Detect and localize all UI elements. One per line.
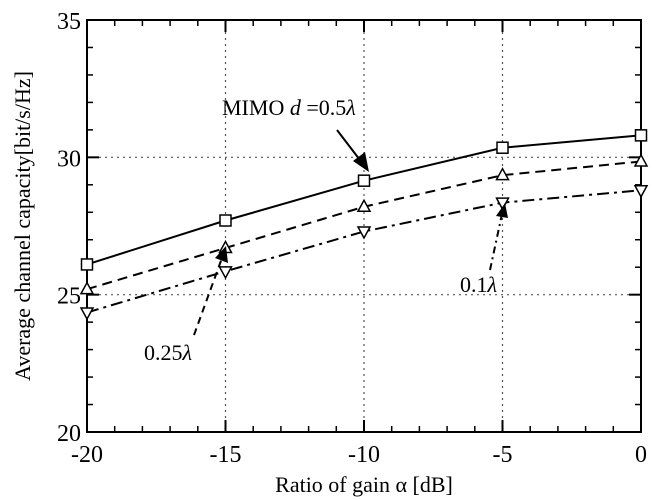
- point-triangle-down: [356, 226, 372, 240]
- annotation-mimo-arrowhead: [353, 152, 369, 172]
- x-tick-label: -10: [348, 442, 380, 468]
- x-tick-label: -20: [71, 442, 103, 468]
- point-square: [219, 214, 232, 227]
- y-tick-label: 35: [57, 9, 81, 35]
- annotation-mimo: MIMO d =0.5λ: [222, 95, 369, 172]
- series-line-2: [86, 189, 642, 314]
- annotation-025-arrowhead: [215, 246, 228, 263]
- point-triangle-up: [79, 281, 95, 295]
- point-square: [357, 174, 371, 187]
- x-tick-label: -5: [493, 442, 513, 468]
- plot-frame: [86, 19, 642, 433]
- annotation-025: 0.25λ: [144, 246, 228, 365]
- point-triangle-up: [495, 167, 510, 181]
- point-triangle-down: [218, 266, 233, 280]
- annotation-025-arrow: [193, 257, 223, 336]
- point-triangle-up: [356, 198, 372, 213]
- x-tick-label: 0: [635, 442, 647, 468]
- annotation-01-label: 0.1λ: [460, 272, 497, 297]
- tick-labels: -20 -15 -10 -5 0 20 25 30 35: [57, 9, 647, 468]
- x-axis-title: Ratio of gain α [dB]: [275, 472, 453, 497]
- annotation-01: 0.1λ: [460, 203, 508, 297]
- annotation-025-label: 0.25λ: [144, 340, 192, 365]
- point-triangle-down: [495, 197, 510, 211]
- y-tick-label: 30: [57, 146, 81, 172]
- y-tick-label: 20: [57, 421, 81, 447]
- point-square: [80, 258, 94, 271]
- point-triangle-down: [633, 185, 649, 199]
- y-axis-title: Average channel capacity[bit/s/Hz]: [10, 71, 35, 381]
- point-triangle-down: [79, 307, 95, 321]
- annotation-mimo-text: MIMO d =0.5λ: [222, 95, 356, 120]
- point-square: [496, 141, 509, 154]
- point-triangle-up: [633, 153, 649, 167]
- series-layer: [79, 129, 649, 321]
- annotation-01-arrowhead: [496, 203, 508, 218]
- x-tick-label: -15: [210, 442, 242, 468]
- annotation-01-arrow: [489, 213, 503, 271]
- point-square: [634, 129, 648, 142]
- grid-lines: [87, 20, 641, 432]
- y-tick-label: 25: [57, 284, 81, 310]
- annotation-mimo-label: MIMO d =0.5λ: [222, 95, 356, 120]
